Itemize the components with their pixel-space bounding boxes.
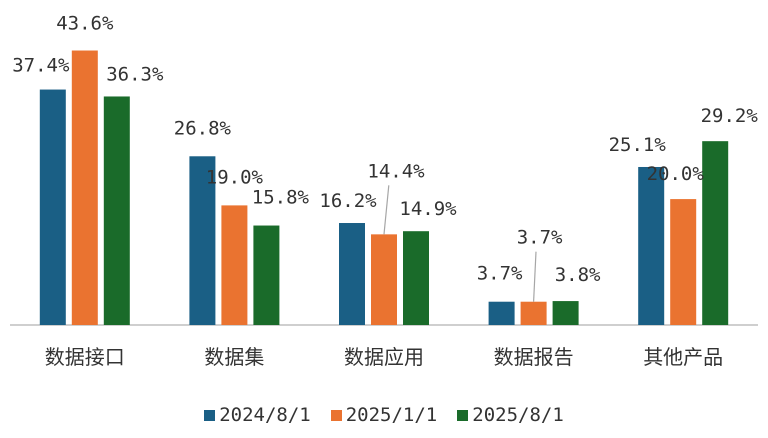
legend: 2024/8/1 2025/1/1 2025/8/1 bbox=[0, 400, 768, 430]
data-label: 15.8% bbox=[252, 187, 310, 209]
data-label: 37.4% bbox=[12, 55, 70, 77]
x-tick-label: 数据集 bbox=[204, 345, 264, 369]
bar bbox=[371, 234, 397, 325]
bar bbox=[339, 223, 365, 325]
data-label: 3.7% bbox=[517, 227, 563, 249]
bar bbox=[403, 231, 429, 325]
bar bbox=[221, 205, 248, 325]
data-label: 14.9% bbox=[399, 198, 457, 220]
bar bbox=[189, 156, 216, 325]
legend-label: 2025/8/1 bbox=[472, 404, 564, 426]
bar bbox=[702, 141, 729, 325]
data-label: 14.4% bbox=[367, 160, 425, 182]
data-label-leader-line bbox=[533, 251, 537, 302]
data-label: 25.1% bbox=[609, 134, 667, 156]
legend-item: 2024/8/1 bbox=[204, 404, 311, 426]
x-tick-label: 数据应用 bbox=[344, 345, 424, 369]
legend-label: 2025/1/1 bbox=[345, 404, 438, 426]
x-tick-label: 数据报告 bbox=[494, 345, 574, 369]
data-label: 3.7% bbox=[477, 263, 523, 285]
data-label: 36.3% bbox=[106, 63, 164, 85]
bar bbox=[520, 301, 547, 325]
legend-item: 2025/8/1 bbox=[457, 404, 564, 426]
legend-swatch bbox=[330, 409, 342, 421]
data-label: 29.2% bbox=[701, 105, 759, 127]
bar bbox=[103, 96, 130, 325]
bar bbox=[552, 301, 579, 325]
bar bbox=[39, 89, 66, 325]
bar bbox=[253, 225, 280, 325]
bar bbox=[638, 166, 665, 325]
legend-swatch bbox=[204, 409, 216, 421]
data-label: 26.8% bbox=[174, 117, 232, 139]
legend-item: 2025/1/1 bbox=[330, 404, 438, 426]
legend-swatch bbox=[457, 409, 469, 421]
data-label: 16.2% bbox=[319, 190, 377, 212]
x-tick-label: 其他产品 bbox=[643, 345, 723, 369]
bar bbox=[488, 301, 515, 325]
data-label: 20.0% bbox=[647, 163, 705, 185]
bar-chart: 数据接口 数据集 数据应用 数据报告 其他产品 37.4% 43.6% 36.3% 26.8%… bbox=[10, 13, 759, 369]
bar bbox=[71, 50, 98, 325]
data-label: 19.0% bbox=[206, 166, 264, 188]
legend-label: 2024/8/1 bbox=[219, 404, 311, 426]
x-tick-label: 数据接口 bbox=[45, 345, 125, 369]
data-label: 43.6% bbox=[56, 13, 114, 35]
data-label: 3.8% bbox=[555, 264, 601, 286]
data-label-leader-line bbox=[383, 185, 390, 235]
bar bbox=[670, 199, 697, 325]
